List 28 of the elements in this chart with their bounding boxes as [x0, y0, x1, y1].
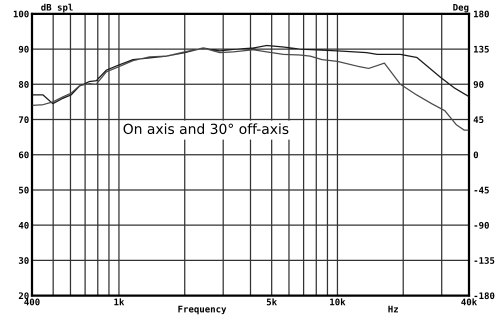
- y2-tick-label: 0: [474, 151, 478, 158]
- y2-tick-label: -135: [474, 257, 494, 264]
- y-tick-label: 90: [18, 46, 29, 53]
- x-tick-label: 10k: [330, 298, 346, 306]
- y2-tick-label: 90: [474, 81, 484, 88]
- text: Hz: [388, 306, 398, 312]
- x-tick-label: 400: [24, 298, 40, 306]
- y-tick-label: 50: [18, 186, 29, 194]
- y-tick-label: 100: [14, 10, 29, 18]
- y2-tick-label: 180: [474, 10, 489, 18]
- y-tick-label: 20: [18, 292, 29, 300]
- y2-tick-label: -90: [474, 222, 489, 229]
- y-tick-label: 40: [18, 222, 29, 229]
- y2-tick-label: 45: [474, 116, 484, 124]
- y-axis-title: dB spl: [41, 4, 73, 12]
- y-tick-label: 30: [18, 257, 29, 264]
- x-axis-title: Frequency: [178, 306, 226, 314]
- y2-axis-title: Deg: [453, 4, 468, 12]
- y2-tick-label: -45: [474, 186, 489, 194]
- x-tick-label: 5k: [266, 298, 277, 306]
- annotation: On axis and 30° off-axis: [124, 123, 288, 134]
- y-tick-label: 80: [18, 81, 29, 88]
- y2-tick-label: 135: [474, 46, 489, 53]
- x-tick-label: 1k: [114, 298, 124, 306]
- y-tick-label: 70: [18, 116, 29, 124]
- y-tick-label: 60: [18, 151, 29, 158]
- x-tick-label: 40k: [461, 298, 477, 306]
- y2-tick-label: -180: [474, 292, 494, 300]
